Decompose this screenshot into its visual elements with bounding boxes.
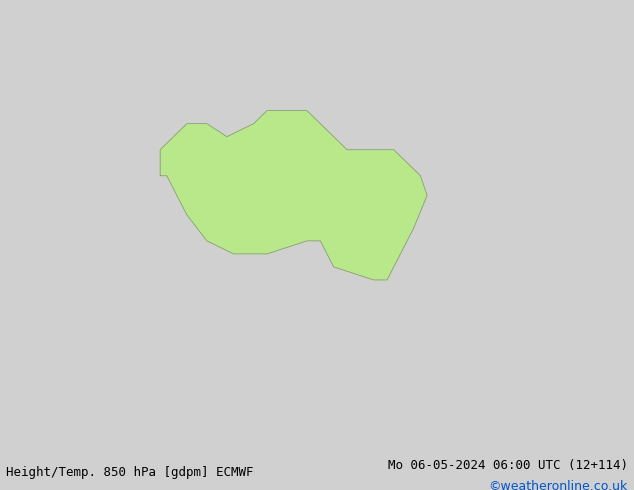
Text: ©weatheronline.co.uk: ©weatheronline.co.uk — [488, 480, 628, 490]
Text: Mo 06-05-2024 06:00 UTC (12+114): Mo 06-05-2024 06:00 UTC (12+114) — [387, 459, 628, 472]
Polygon shape — [160, 111, 427, 280]
Text: Height/Temp. 850 hPa [gdpm] ECMWF: Height/Temp. 850 hPa [gdpm] ECMWF — [6, 466, 254, 479]
